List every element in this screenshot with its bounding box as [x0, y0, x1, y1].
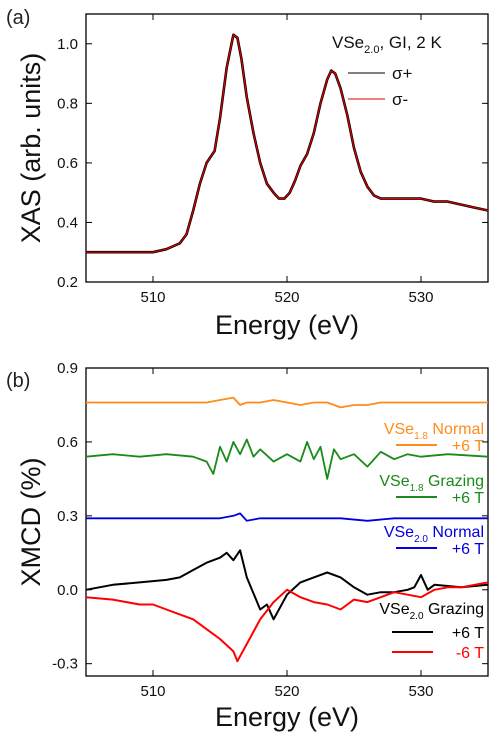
y-tick-label: 0.6 [57, 155, 78, 172]
y-tick-label: 0.9 [57, 360, 78, 377]
legend-vse20-grazing-minus-label: -6 T [456, 645, 484, 662]
x-tick-label: 510 [140, 683, 165, 700]
y-tick-label: 1.0 [57, 36, 78, 53]
legend-vse18-grazing-title: VSe1.8 Grazing [379, 473, 484, 494]
legend-vse20-grazing-title: VSe2.0 Grazing [379, 601, 484, 622]
series-line-1 [85, 438, 489, 480]
legend-vse20-grazing: VSe2.0 Grazing +6 T -6 T [379, 601, 484, 662]
panel-a: (a) 510 520 530 0.2 0.4 0.6 0.8 1.0 XAS (arb. u… [6, 7, 489, 340]
legend-vse20-normal: VSe2.0 Normal +6 T [384, 524, 484, 558]
legend-vse18-grazing: VSe1.8 Grazing +6 T [379, 473, 484, 507]
x-tick-label: 530 [408, 289, 433, 306]
legend-vse18-normal-label: +6 T [452, 438, 484, 455]
panel-b-xlabel: Energy (eV) [215, 702, 359, 732]
y-tick-label: 0.8 [57, 95, 78, 112]
series-line-0 [86, 33, 489, 254]
panel-a-annotation: VSe2.0, GI, 2 K [332, 33, 442, 56]
x-tick-label: 520 [274, 683, 299, 700]
x-tick-label: 510 [140, 289, 165, 306]
legend-vse20-normal-title: VSe2.0 Normal [384, 524, 484, 545]
panel-b: (b) 510 520 530 -0.3 0.0 0.3 0.6 0.9 XMCD (%) E… [6, 360, 489, 732]
panel-b-label: (b) [6, 370, 30, 392]
y-tick-label: 0.0 [57, 582, 78, 599]
y-tick-label: 0.4 [57, 214, 78, 231]
legend-label-sigma-plus: σ+ [392, 64, 412, 83]
panel-a-axes: 510 520 530 0.2 0.4 0.6 0.8 1.0 [57, 14, 488, 306]
legend-vse18-normal: VSe1.8 Normal +6 T [384, 421, 484, 455]
panel-a-xlabel: Energy (eV) [215, 310, 359, 340]
legend-vse18-normal-title: VSe1.8 Normal [384, 421, 484, 442]
series-line-0 [86, 396, 488, 409]
x-tick-label: 520 [274, 289, 299, 306]
series-line-2 [86, 512, 488, 522]
panel-a-label: (a) [6, 7, 30, 29]
panel-a-legend: σ+ σ- [348, 64, 412, 109]
panel-a-series [86, 33, 489, 254]
x-tick-label: 530 [408, 683, 433, 700]
legend-vse20-normal-label: +6 T [452, 541, 484, 558]
series-line-3 [85, 549, 489, 621]
legend-label-sigma-minus: σ- [392, 90, 408, 109]
panel-b-series [85, 396, 489, 663]
panel-a-ylabel: XAS (arb. units) [16, 53, 46, 244]
y-tick-label: 0.6 [57, 434, 78, 451]
y-tick-label: 0.3 [57, 508, 78, 525]
panel-a-frame [85, 13, 489, 283]
series-line-4 [85, 581, 489, 663]
panel-b-frame [85, 367, 489, 677]
y-tick-label: -0.3 [52, 656, 78, 673]
panel-b-ylabel: XMCD (%) [16, 458, 46, 587]
legend-vse18-grazing-label: +6 T [452, 490, 484, 507]
series-line-1 [86, 34, 489, 253]
legend-vse20-grazing-plus-label: +6 T [452, 625, 484, 642]
y-tick-label: 0.2 [57, 274, 78, 291]
panel-b-axes: 510 520 530 -0.3 0.0 0.3 0.6 0.9 [52, 360, 488, 700]
